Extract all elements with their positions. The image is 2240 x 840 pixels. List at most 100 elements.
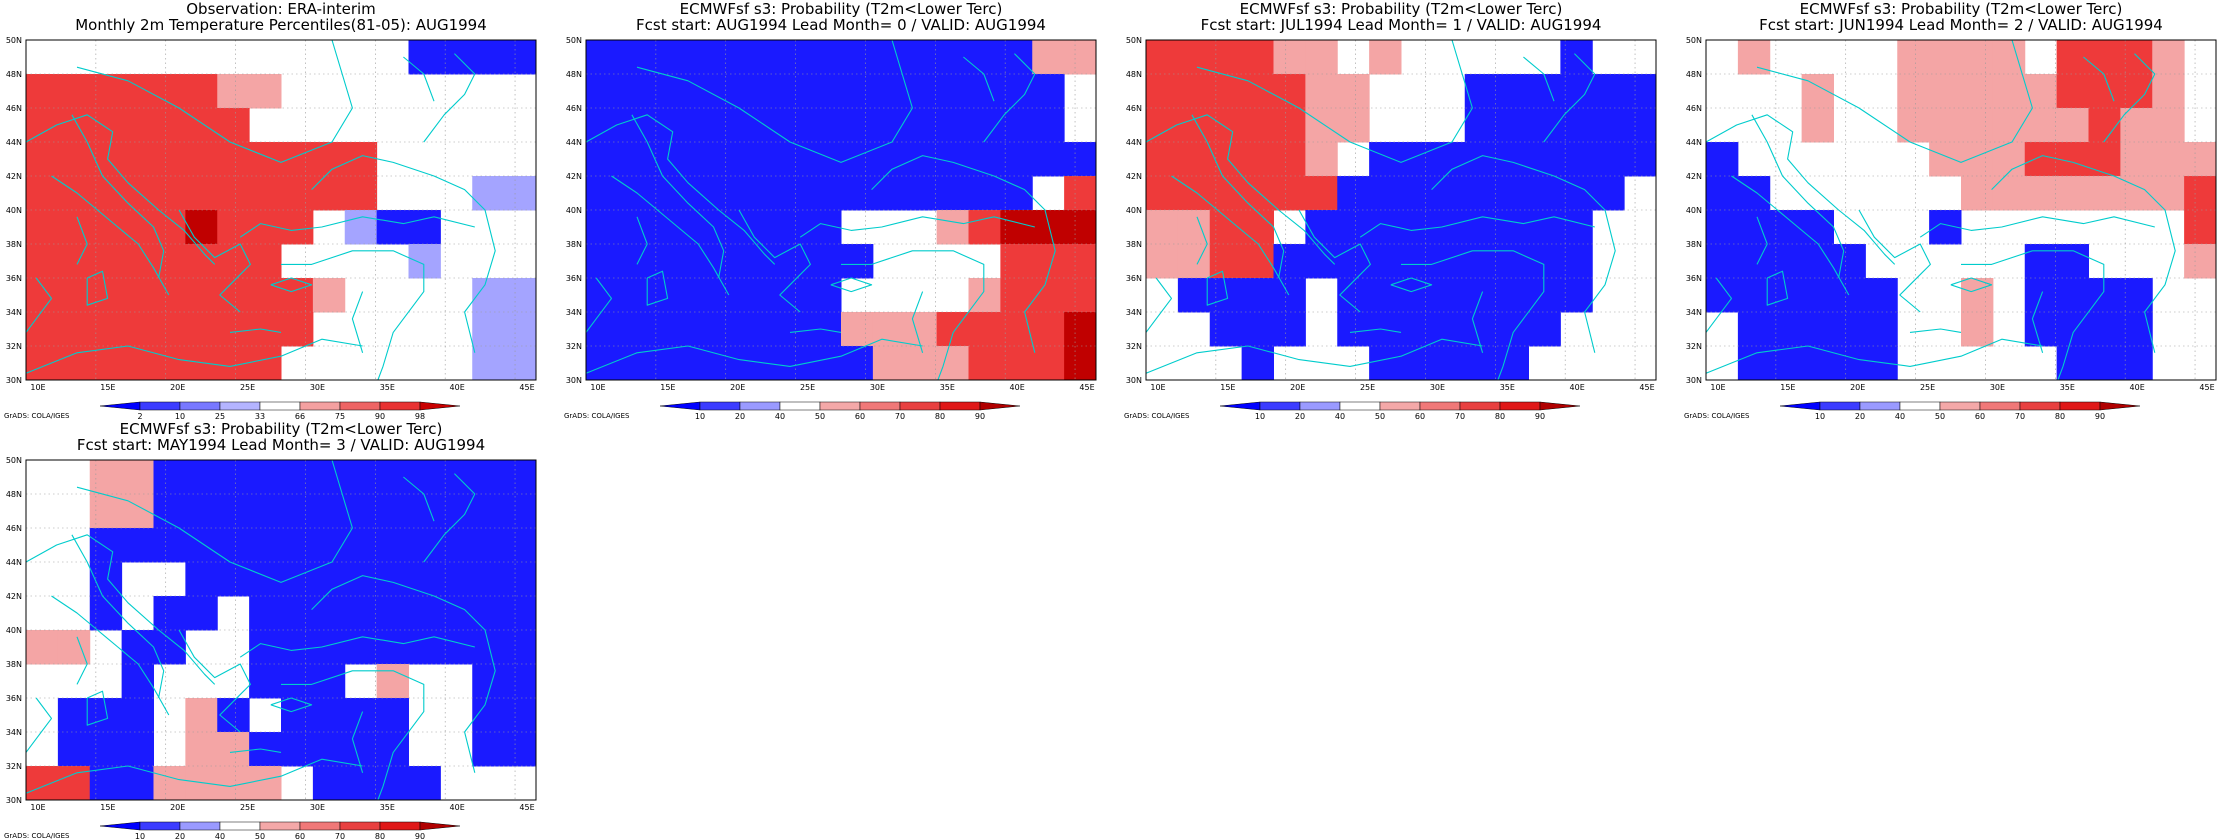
lat-tick-label: 32N (1126, 342, 1142, 351)
coastline (1390, 277, 1433, 293)
panel-title-line1: Observation: ERA-interim (186, 0, 376, 18)
colorbar-segment (1539, 401, 1581, 411)
coastline (311, 155, 486, 211)
grads-credit: GrADS: COLA/IGES (564, 412, 630, 420)
lon-tick-label: 10E (1150, 383, 1165, 392)
panel-title-line2: Fcst start: JUN1994 Lead Month= 2 / VALI… (1759, 16, 2163, 34)
lat-tick-label: 34N (6, 308, 22, 317)
grid-cell (745, 346, 778, 381)
grid-cell (649, 40, 683, 75)
grid-cell (904, 142, 938, 177)
lon-tick-label: 35E (940, 383, 955, 392)
grid-cell (1209, 108, 1243, 143)
lon-tick-label: 15E (660, 383, 675, 392)
shaded-grid (26, 40, 537, 381)
grid-cell (312, 664, 346, 699)
grid-cell (472, 494, 505, 529)
grid-cell (217, 210, 250, 245)
lon-tick-label: 45E (519, 803, 534, 812)
shaded-grid (1146, 40, 1657, 381)
colorbar-segment (179, 821, 221, 831)
coastline (76, 39, 353, 163)
grid-cell (936, 176, 969, 211)
colorbar-segment (779, 401, 821, 411)
grid-cell (649, 210, 683, 245)
grid-cell (1369, 142, 1402, 177)
grid-cell (1146, 74, 1179, 109)
grid-cell (408, 630, 441, 665)
lat-tick-label: 44N (1126, 138, 1142, 147)
grid-cell (408, 460, 441, 495)
grid-cell (1369, 278, 1402, 313)
grid-cell (745, 176, 778, 211)
grid-cell (681, 40, 714, 75)
grid-cell (2088, 108, 2121, 143)
colorbar-label: 10 (135, 832, 145, 840)
coastline (1145, 338, 1483, 374)
lat-tick-label: 46N (1686, 104, 1702, 113)
grid-cell (777, 40, 810, 75)
grid-cell (1146, 142, 1179, 177)
lon-tick-label: 30E (310, 803, 325, 812)
grid-cell (2024, 74, 2058, 109)
grid-cell (281, 312, 314, 347)
grid-cell (185, 278, 218, 313)
lon-tick-label: 15E (100, 383, 115, 392)
grid-cell (904, 108, 938, 143)
grid-cell (1624, 74, 1657, 109)
grads-credit: GrADS: COLA/IGES (4, 412, 70, 420)
grid-cell (185, 244, 218, 279)
grid-cell (1369, 176, 1402, 211)
grid-cell (1560, 278, 1593, 313)
coastline (281, 670, 425, 801)
grid-cell (57, 244, 91, 279)
grid-cell (1528, 278, 1561, 313)
lon-tick-label: 40E (450, 383, 465, 392)
grid-cell (872, 40, 906, 75)
grid-cell (376, 528, 409, 563)
grid-cell (2088, 278, 2121, 313)
coastline (270, 277, 313, 293)
grid-cell (904, 176, 938, 211)
coastline (1145, 277, 1173, 333)
colorbar-segment (1899, 401, 1941, 411)
grid-cell (1833, 244, 1866, 279)
map-panel-svg: ECMWFsf s3: Probability (T2m<Lower Terc)… (1684, 0, 2217, 420)
lon-tick-label: 25E (800, 383, 815, 392)
grid-cell (344, 562, 378, 597)
lat-tick-label: 46N (6, 104, 22, 113)
colorbar: 10 20 40 50 60 70 80 90 (1779, 401, 2141, 420)
coastline (86, 690, 109, 726)
grid-cell (841, 108, 874, 143)
grid-cell (1209, 244, 1243, 279)
grid-cell (26, 278, 59, 313)
grid-cell (968, 40, 1001, 75)
coastline (423, 53, 476, 143)
grid-cell (26, 244, 59, 279)
grid-cell (185, 732, 218, 767)
map-frame (25, 459, 537, 801)
grid-cell (249, 176, 282, 211)
coastlines (1705, 39, 2176, 381)
grid-cell (1401, 312, 1434, 347)
grid-cell (2056, 346, 2089, 381)
lat-tick-label: 38N (6, 240, 22, 249)
grid-cell (745, 278, 778, 313)
colorbar-label: 20 (1295, 412, 1305, 420)
grid-cell (745, 142, 778, 177)
coastline (2083, 56, 2115, 102)
coastline (1206, 270, 1229, 306)
grid-cell (89, 528, 123, 563)
grid-cell (1560, 142, 1593, 177)
coastline (1919, 216, 2155, 238)
coastline (403, 56, 435, 102)
grid-cell (1706, 278, 1739, 313)
grid-cell (504, 528, 537, 563)
coastline (1751, 114, 1845, 279)
grid-cell (408, 40, 441, 75)
grid-cell (1833, 312, 1866, 347)
coastline (25, 338, 363, 374)
grid-cell (649, 176, 683, 211)
grid-cell (2056, 278, 2089, 313)
colorbar-label: 90 (1535, 412, 1545, 420)
